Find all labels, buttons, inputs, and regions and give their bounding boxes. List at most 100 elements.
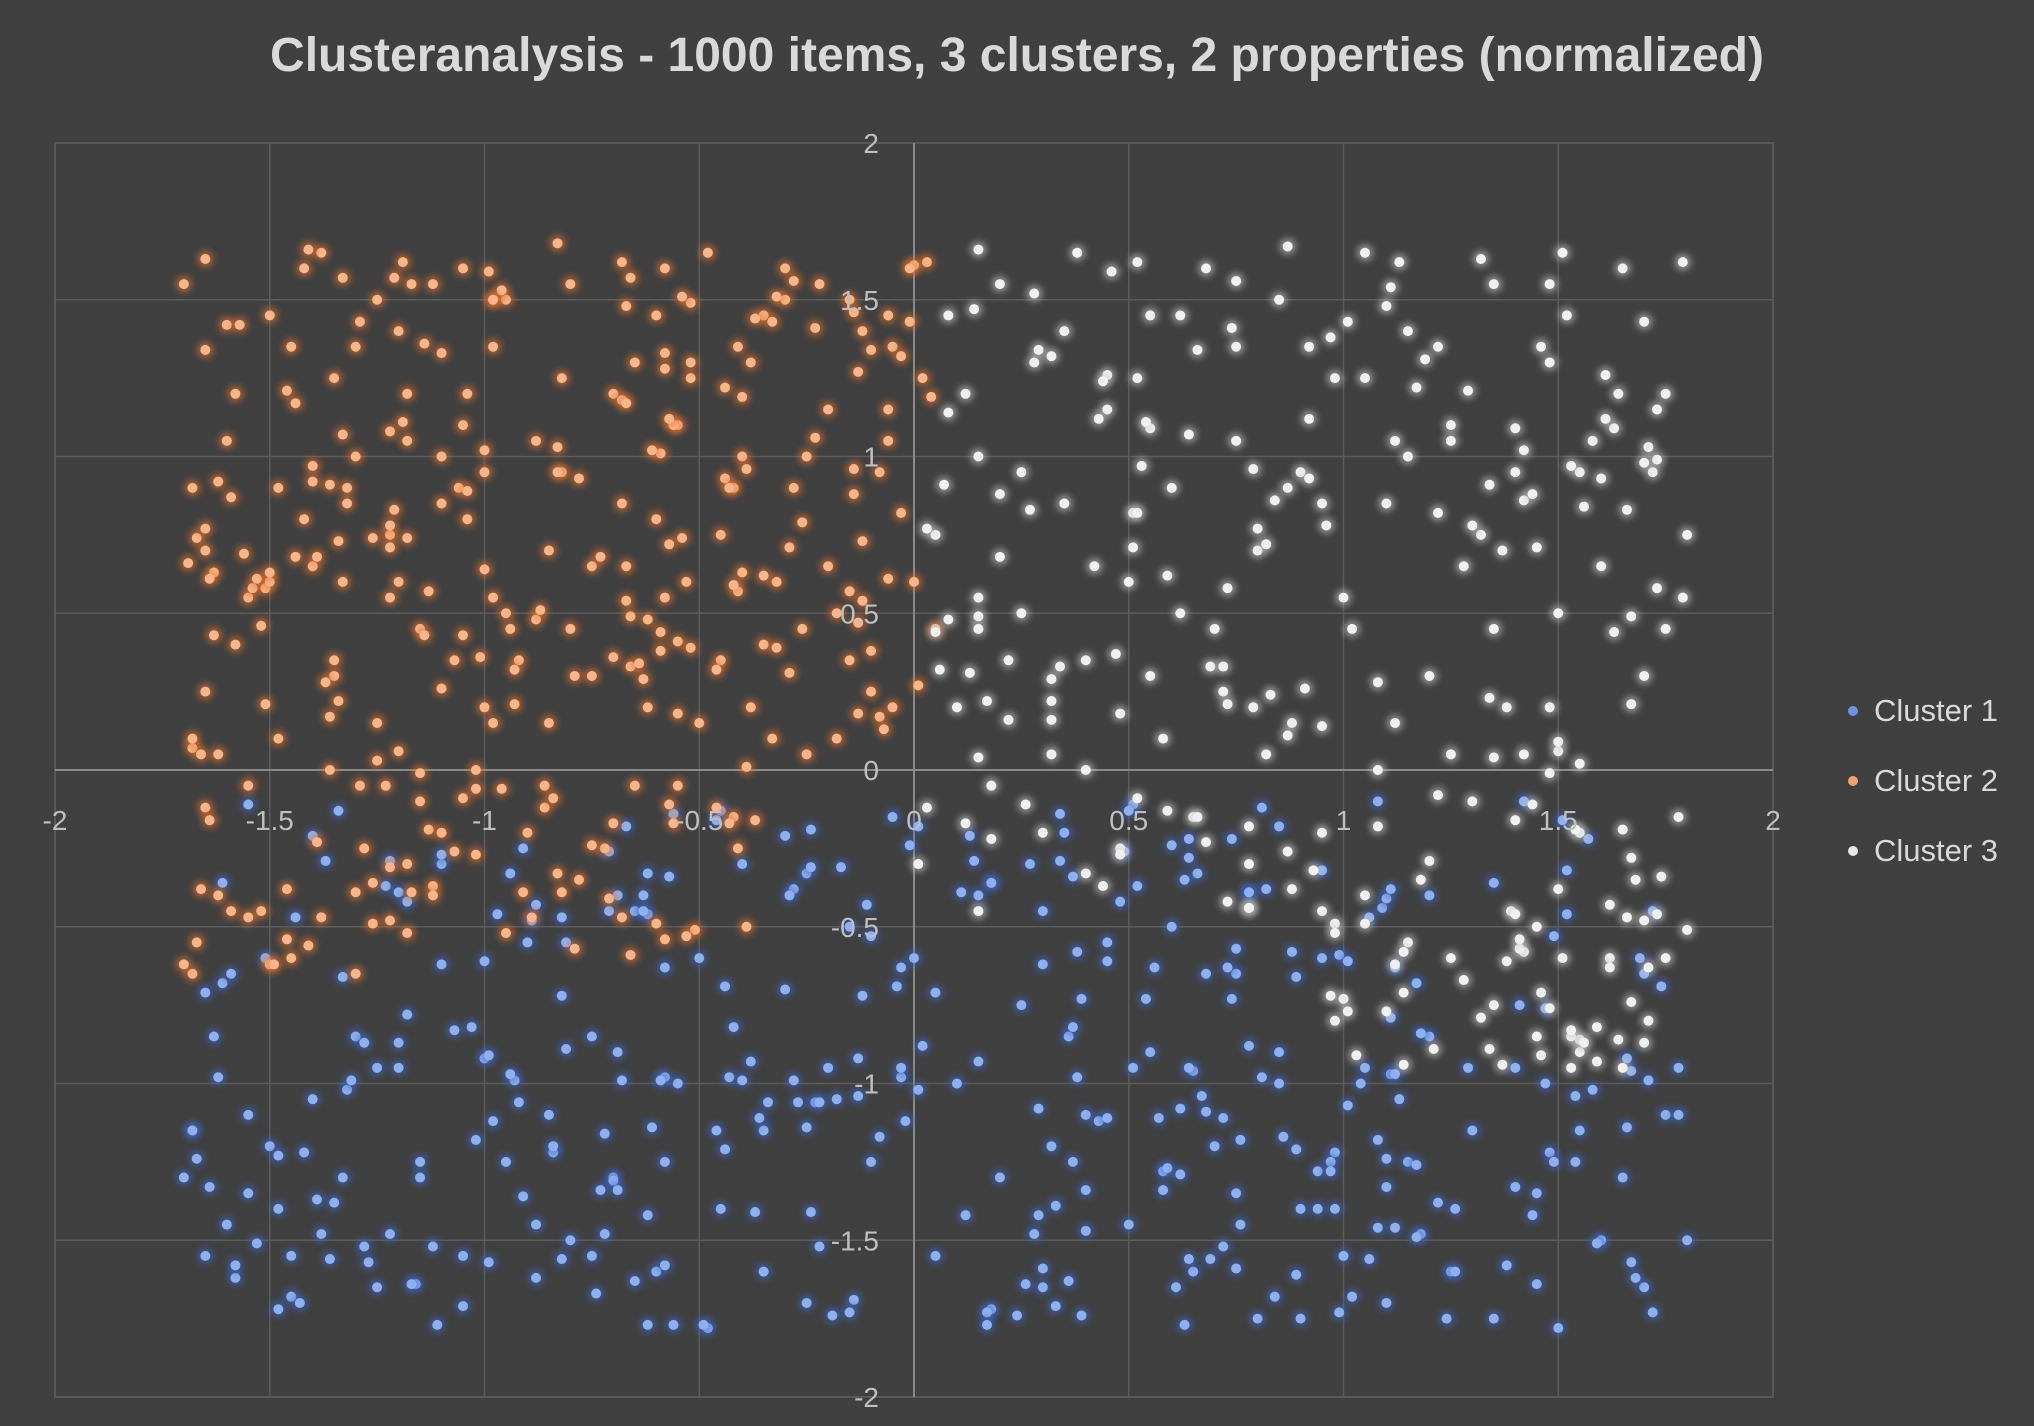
data-point bbox=[586, 840, 597, 851]
data-point bbox=[1226, 322, 1237, 333]
data-point bbox=[758, 570, 769, 581]
data-point bbox=[883, 404, 894, 415]
data-point bbox=[458, 1301, 469, 1312]
data-point bbox=[616, 257, 627, 268]
data-point bbox=[737, 859, 748, 870]
data-point bbox=[1553, 884, 1564, 895]
data-point bbox=[213, 749, 224, 760]
series-cluster-3 bbox=[909, 237, 1696, 1077]
data-point bbox=[1067, 871, 1078, 882]
data-point bbox=[290, 912, 301, 923]
data-point bbox=[1218, 1112, 1229, 1123]
data-point bbox=[629, 1276, 640, 1287]
data-point bbox=[861, 899, 872, 910]
data-point bbox=[1016, 1000, 1027, 1011]
data-point bbox=[604, 893, 615, 904]
data-point bbox=[423, 586, 434, 597]
data-point bbox=[1321, 520, 1332, 531]
data-point bbox=[1359, 373, 1370, 384]
data-point bbox=[741, 921, 752, 932]
data-point bbox=[1033, 344, 1044, 355]
data-point bbox=[385, 542, 396, 553]
data-point bbox=[470, 849, 481, 860]
data-point bbox=[994, 489, 1005, 500]
data-point bbox=[316, 912, 327, 923]
data-point bbox=[1106, 266, 1117, 277]
data-point bbox=[853, 708, 864, 719]
data-point bbox=[1372, 821, 1383, 832]
data-point bbox=[758, 639, 769, 650]
data-point bbox=[1072, 946, 1083, 957]
data-point bbox=[1076, 1310, 1087, 1321]
data-point bbox=[973, 451, 984, 462]
data-point bbox=[844, 921, 855, 932]
data-point bbox=[1372, 765, 1383, 775]
data-point bbox=[1372, 796, 1383, 807]
data-point bbox=[762, 1097, 773, 1108]
data-point bbox=[1252, 523, 1263, 534]
data-point bbox=[470, 1134, 481, 1145]
data-point bbox=[1244, 902, 1255, 913]
data-point bbox=[1317, 906, 1328, 917]
data-point bbox=[402, 928, 413, 939]
data-point bbox=[586, 670, 597, 681]
data-point bbox=[1295, 1313, 1306, 1324]
legend-item-cluster-1[interactable]: Cluster 1 bbox=[1848, 676, 1998, 746]
data-point bbox=[599, 1128, 610, 1139]
data-point bbox=[887, 341, 898, 352]
data-point bbox=[1304, 413, 1315, 424]
data-point bbox=[1192, 812, 1203, 823]
data-point bbox=[1080, 765, 1091, 775]
data-point bbox=[883, 435, 894, 446]
data-point bbox=[1183, 1062, 1194, 1073]
data-point bbox=[844, 1307, 855, 1318]
data-point bbox=[1411, 978, 1422, 989]
data-point bbox=[848, 489, 859, 500]
data-point bbox=[1235, 1134, 1246, 1145]
data-point bbox=[1445, 953, 1456, 964]
data-point bbox=[385, 1228, 396, 1239]
legend-label-cluster-1: Cluster 1 bbox=[1874, 693, 1999, 728]
data-point bbox=[1329, 928, 1340, 939]
data-point bbox=[281, 934, 292, 945]
data-point bbox=[1626, 852, 1637, 863]
data-point bbox=[1055, 661, 1066, 672]
data-point bbox=[1089, 561, 1100, 572]
data-point bbox=[488, 717, 499, 728]
legend-item-cluster-2[interactable]: Cluster 2 bbox=[1848, 746, 1998, 816]
data-point bbox=[372, 717, 383, 728]
data-point bbox=[402, 388, 413, 399]
data-point bbox=[694, 953, 705, 964]
data-point bbox=[393, 1062, 404, 1073]
data-point bbox=[857, 536, 868, 547]
data-point bbox=[200, 523, 211, 534]
data-point bbox=[1003, 655, 1014, 666]
data-point bbox=[853, 1091, 864, 1102]
data-point bbox=[1488, 279, 1499, 290]
data-point bbox=[982, 1319, 993, 1330]
data-point bbox=[1488, 623, 1499, 634]
series-cluster-1 bbox=[175, 792, 1696, 1337]
data-point bbox=[1016, 608, 1027, 619]
data-point bbox=[187, 482, 198, 493]
data-point bbox=[608, 818, 619, 829]
data-point bbox=[913, 821, 924, 832]
data-point bbox=[1218, 686, 1229, 697]
data-point bbox=[243, 799, 254, 810]
data-point bbox=[651, 514, 662, 525]
data-point bbox=[788, 275, 799, 286]
y-tick-label: 0 bbox=[863, 755, 879, 786]
data-point bbox=[333, 536, 344, 547]
data-point bbox=[1231, 1188, 1242, 1199]
data-point bbox=[1188, 1266, 1199, 1277]
data-point bbox=[531, 435, 542, 446]
data-point bbox=[1553, 736, 1564, 747]
data-point bbox=[1102, 937, 1113, 948]
data-point bbox=[737, 391, 748, 402]
data-point bbox=[909, 576, 919, 587]
data-point bbox=[548, 1141, 559, 1152]
data-point bbox=[853, 366, 864, 377]
data-point bbox=[1617, 824, 1628, 835]
data-point bbox=[1574, 1125, 1585, 1136]
legend-item-cluster-3[interactable]: Cluster 3 bbox=[1848, 816, 1998, 886]
